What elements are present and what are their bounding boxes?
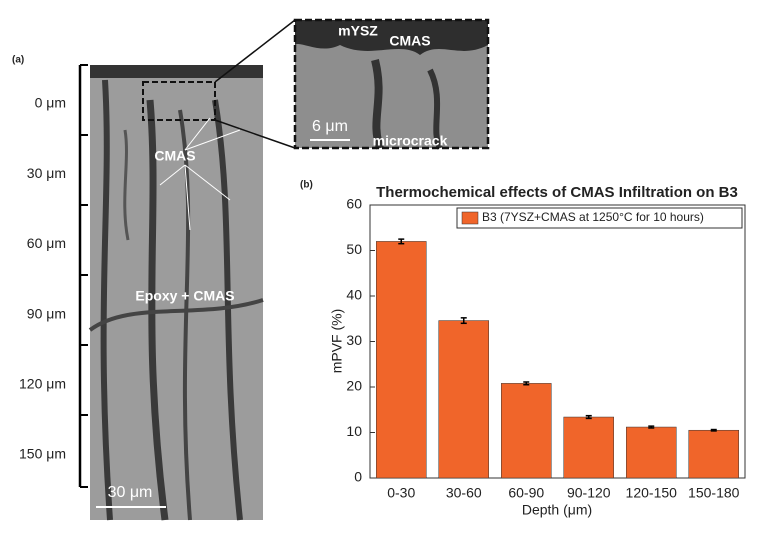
y-tick-label: 60 bbox=[346, 196, 362, 212]
depth-label: 150 μm bbox=[19, 446, 66, 462]
scale-bar: 30 μm bbox=[108, 484, 153, 501]
legend-box bbox=[456, 207, 743, 229]
depth-label: 90 μm bbox=[27, 305, 66, 321]
inset bbox=[293, 18, 490, 150]
depth-label: 0 μm bbox=[35, 95, 66, 111]
panel-label: (a) bbox=[12, 55, 24, 66]
inset-scale-bar: 6 μm bbox=[312, 118, 348, 135]
y-tick-label: 30 bbox=[346, 332, 362, 348]
error-bar bbox=[648, 425, 655, 429]
x-tick-label: 120-150 bbox=[626, 485, 678, 501]
inset-label: mYSZ bbox=[338, 23, 378, 39]
error-bar bbox=[710, 428, 717, 432]
y-tick-label: 20 bbox=[346, 378, 362, 394]
y-tick-label: 0 bbox=[354, 469, 362, 485]
inset-label: microcrack bbox=[373, 133, 448, 149]
depth-label: 120 μm bbox=[19, 376, 66, 392]
depth-label: 60 μm bbox=[27, 235, 66, 251]
legend-label: B3 (7YSZ+CMAS at 1250°C for 10 hours) bbox=[482, 210, 704, 224]
error-bar bbox=[585, 414, 592, 420]
inset-label: CMAS bbox=[389, 33, 430, 49]
bar bbox=[563, 416, 614, 479]
bar bbox=[501, 383, 552, 479]
x-tick-label: 90-120 bbox=[567, 485, 611, 501]
error-bar bbox=[523, 381, 530, 386]
y-tick-label: 40 bbox=[346, 287, 362, 303]
bar bbox=[626, 426, 677, 479]
error-bar bbox=[398, 238, 405, 245]
bar bbox=[688, 429, 739, 479]
y-axis-label: mPVF (%) bbox=[329, 309, 345, 374]
x-tick-label: 0-30 bbox=[387, 485, 415, 501]
y-tick-label: 50 bbox=[346, 241, 362, 257]
chart-title: Thermochemical effects of CMAS Infiltrat… bbox=[376, 184, 738, 201]
x-axis-label: Depth (μm) bbox=[522, 502, 592, 518]
error-bar bbox=[460, 317, 467, 325]
x-tick-label: 150-180 bbox=[688, 485, 740, 501]
annotation: CMAS bbox=[154, 148, 195, 164]
panel-label: (b) bbox=[300, 180, 313, 191]
micrograph bbox=[88, 19, 296, 521]
y-tick-label: 10 bbox=[346, 423, 362, 439]
bar bbox=[438, 320, 489, 479]
x-tick-label: 60-90 bbox=[508, 485, 544, 501]
bar bbox=[376, 241, 427, 479]
x-tick-label: 30-60 bbox=[446, 485, 482, 501]
plot-area bbox=[369, 204, 746, 479]
depth-label: 30 μm bbox=[27, 165, 66, 181]
annotation: Epoxy + CMAS bbox=[135, 288, 234, 304]
depth-scale bbox=[78, 64, 88, 488]
legend-swatch bbox=[461, 211, 479, 225]
